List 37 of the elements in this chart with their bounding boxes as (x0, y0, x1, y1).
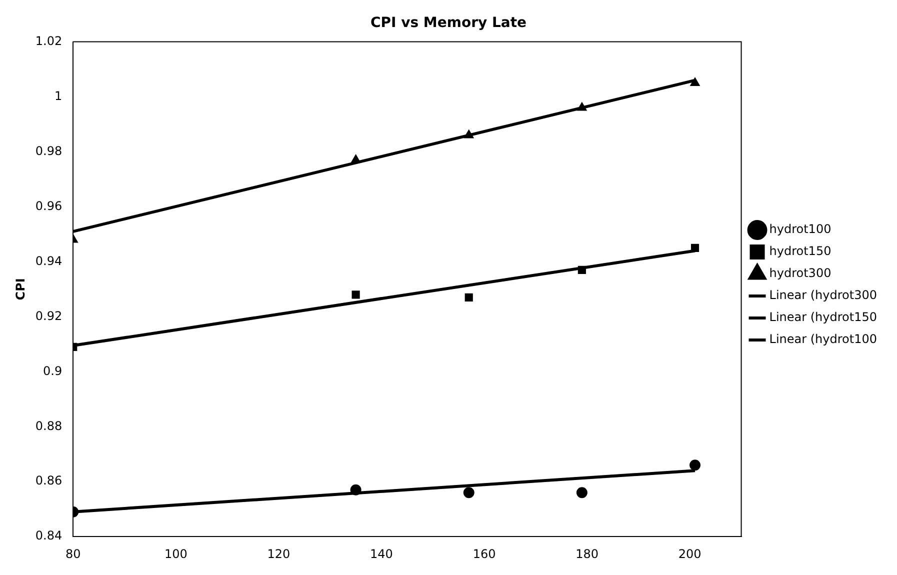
legend-label: hydrot150 (769, 244, 832, 258)
y-tick-label: 0.9 (43, 364, 62, 378)
y-tick-label: 0.98 (35, 144, 62, 158)
chart-title: CPI vs Memory Late (370, 15, 527, 32)
x-tick-label: 100 (164, 546, 188, 561)
point (690, 460, 701, 471)
y-tick-label: 0.92 (35, 308, 62, 323)
legend-label: hydrot100 (769, 222, 832, 236)
legend-label: Linear (hydrot100 (769, 332, 878, 346)
x-tick-label: 120 (267, 546, 290, 561)
point (690, 78, 700, 86)
x-tick-label: 80 (65, 546, 81, 561)
y-tick-label: 0.96 (35, 198, 62, 213)
point (690, 244, 700, 252)
point (464, 130, 474, 138)
point (576, 487, 588, 498)
legend-label: Linear (hydrot300 (769, 288, 878, 302)
y-tick-label: 0.86 (35, 474, 62, 488)
legend-label: hydrot300 (769, 266, 832, 280)
x-tick-label: 140 (370, 546, 393, 561)
y-axis-title: CPI (13, 278, 28, 300)
point (578, 266, 586, 274)
point (350, 484, 362, 496)
legend-label: Linear (hydrot150 (769, 310, 878, 324)
y-tick-label: 1 (54, 88, 62, 103)
x-tick-label: 160 (472, 546, 496, 561)
x-tick-label: 180 (576, 546, 599, 561)
point (350, 154, 361, 163)
y-tick-label: 0.88 (35, 418, 62, 433)
y-tick-label: 1.02 (35, 34, 62, 48)
point (577, 102, 587, 111)
point (464, 293, 473, 302)
y-tick-label: 0.84 (35, 528, 62, 543)
y-tick-label: 0.94 (35, 254, 62, 268)
x-tick-label: 200 (678, 546, 702, 561)
point (463, 487, 474, 498)
point (352, 290, 360, 299)
